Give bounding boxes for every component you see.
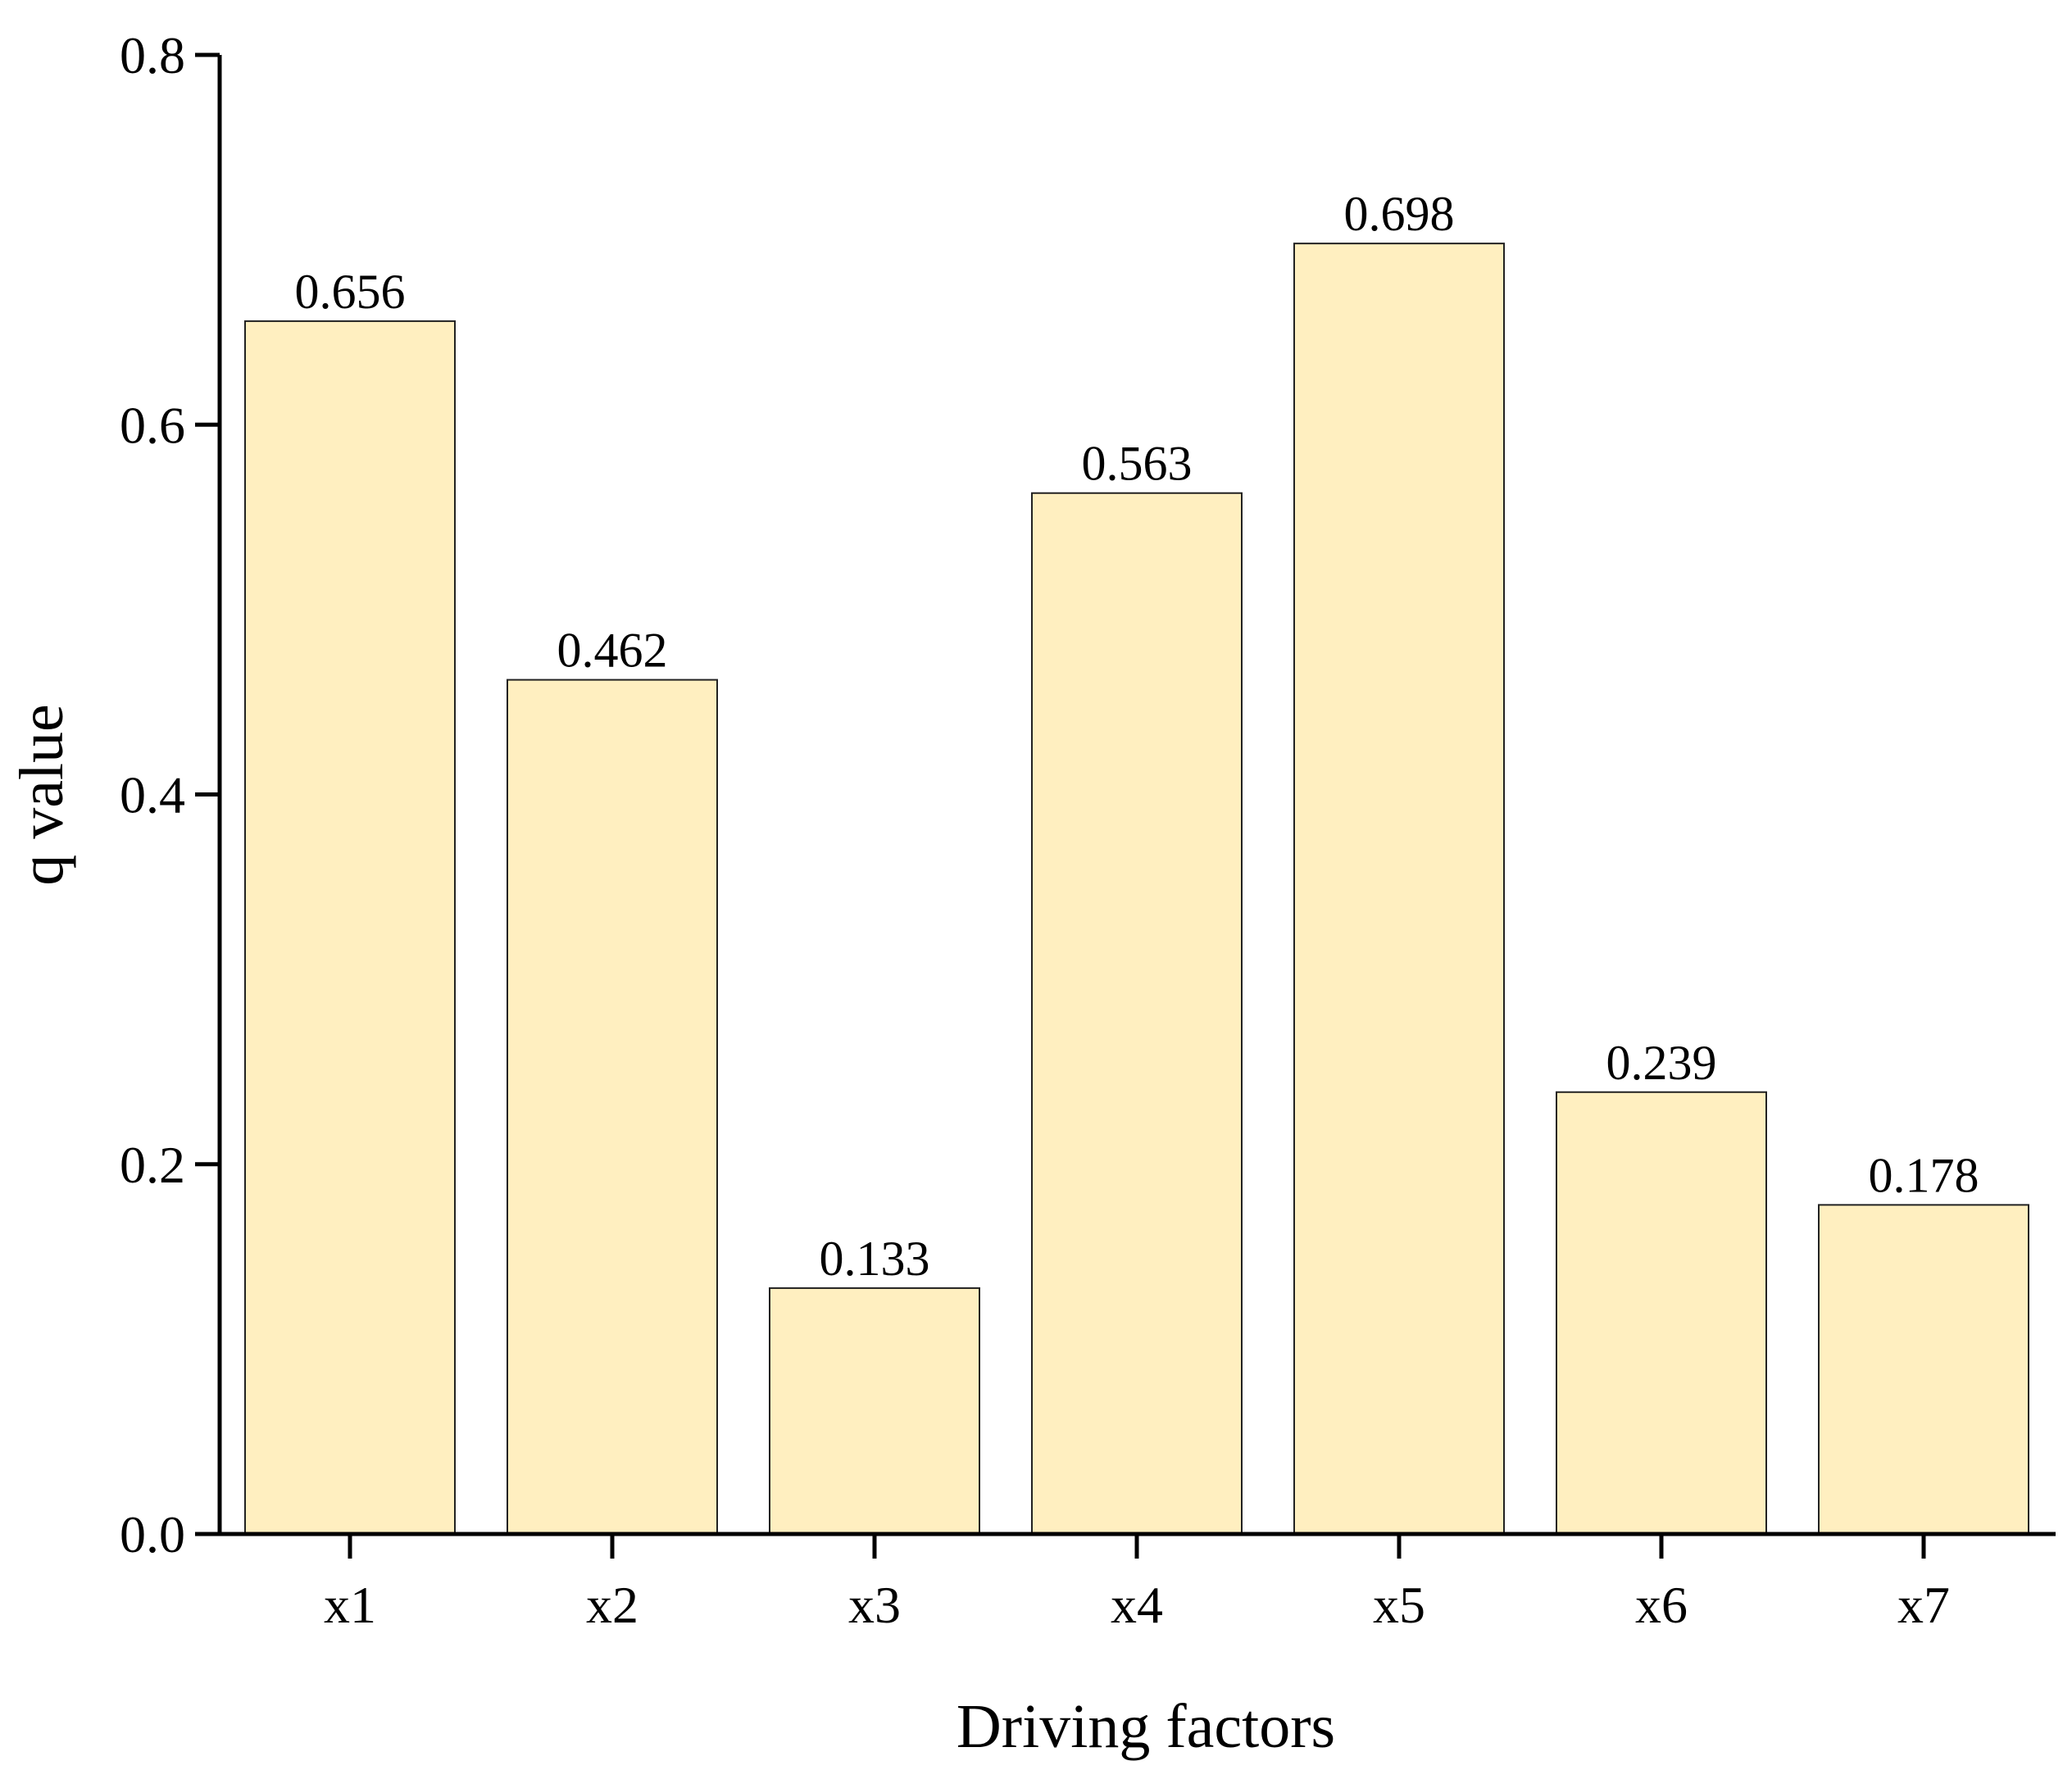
data-label-x6: 0.239: [1606, 1036, 1717, 1090]
bar-x6: [1556, 1091, 1767, 1535]
bar-x4: [1031, 492, 1243, 1536]
x-tick-label-x7: x7: [1897, 1576, 1950, 1634]
x-ticks-layer: x1 x2 x3 x4 x5 x6 x7: [324, 1534, 1950, 1634]
x-tick-label-x3: x3: [848, 1576, 901, 1634]
data-label-x2: 0.462: [557, 624, 668, 678]
y-tick-label: 0.8: [120, 26, 185, 84]
data-label-x3: 0.133: [820, 1232, 930, 1286]
x-tick-label-x6: x6: [1635, 1576, 1688, 1634]
data-label-x5: 0.698: [1344, 187, 1455, 241]
x-tick-label-x1: x1: [324, 1576, 376, 1634]
data-label-x1: 0.656: [295, 265, 406, 319]
y-axis-title: q value: [7, 704, 76, 886]
data-labels-layer: 0.656 0.462 0.133 0.563 0.698 0.239 0.178: [295, 187, 1979, 1286]
x-axis-title: Driving factors: [956, 1692, 1335, 1761]
x-tick-label-x5: x5: [1373, 1576, 1425, 1634]
y-ticks-layer: 0.0 0.2 0.4 0.6 0.8: [120, 26, 220, 1564]
bars-layer: [244, 243, 2029, 1536]
bar-x7: [1818, 1204, 2029, 1535]
data-label-x7: 0.178: [1869, 1148, 1979, 1202]
bar-x2: [507, 678, 718, 1535]
y-tick-label: 0.2: [120, 1136, 185, 1194]
data-label-x4: 0.563: [1082, 437, 1193, 491]
x-tick-label-x4: x4: [1111, 1576, 1163, 1634]
bar-x1: [244, 320, 456, 1535]
y-tick-label: 0.6: [120, 396, 185, 454]
bar-x3: [769, 1287, 980, 1535]
x-tick-label-x2: x2: [586, 1576, 638, 1634]
bar-x5: [1293, 243, 1505, 1536]
y-tick-label: 0.0: [120, 1505, 185, 1564]
y-tick-label: 0.4: [120, 766, 185, 824]
